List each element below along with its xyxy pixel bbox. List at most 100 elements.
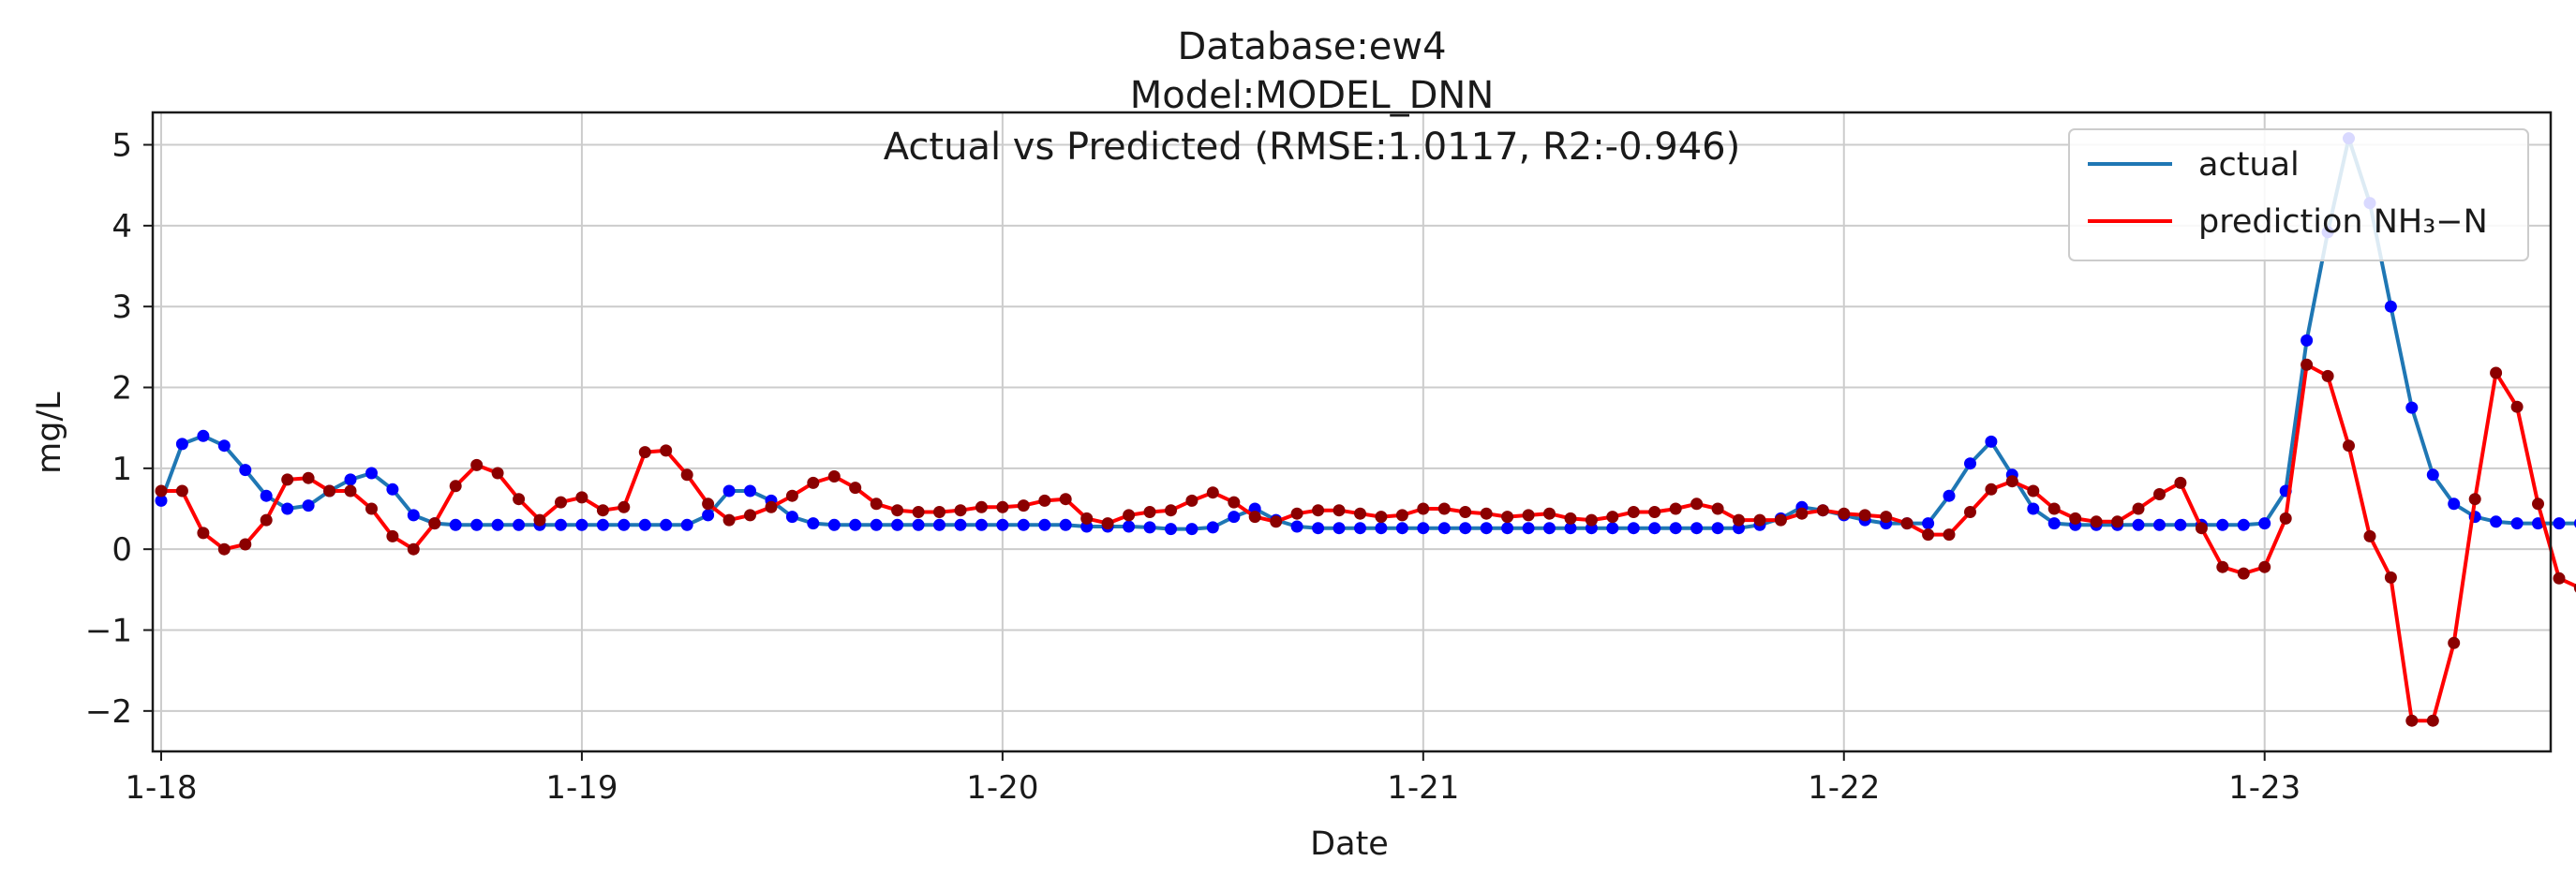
prediction-point xyxy=(744,509,756,522)
prediction-point xyxy=(2111,515,2124,528)
y-tick-label: −1 xyxy=(85,613,132,650)
prediction-point xyxy=(1816,504,1829,517)
prediction-point xyxy=(785,489,798,502)
prediction-point xyxy=(386,529,399,542)
prediction-point xyxy=(2069,512,2082,525)
prediction-point xyxy=(449,480,462,493)
actual-point xyxy=(1333,522,1346,535)
actual-point xyxy=(1480,522,1493,535)
actual-point xyxy=(702,509,715,522)
actual-point xyxy=(2301,334,2314,347)
prediction-point xyxy=(1165,504,1177,517)
prediction-point xyxy=(1922,528,1935,542)
actual-point xyxy=(2490,515,2503,528)
prediction-point xyxy=(849,482,862,495)
prediction-point xyxy=(1248,511,1261,524)
prediction-point xyxy=(2027,484,2040,497)
actual-point xyxy=(1564,522,1577,535)
prediction-point xyxy=(2153,488,2166,500)
actual-point xyxy=(513,518,526,531)
prediction-point xyxy=(344,484,357,497)
prediction-point xyxy=(975,500,988,513)
grid xyxy=(153,112,2551,751)
prediction-point xyxy=(1437,502,1451,515)
legend-label-prediction: prediction NH₃−N xyxy=(2198,203,2488,241)
x-tick-label: 1-22 xyxy=(1808,769,1880,807)
actual-point xyxy=(386,483,399,496)
actual-point xyxy=(1417,522,1430,535)
prediction-point xyxy=(407,542,420,556)
actual-point xyxy=(2258,517,2271,530)
prediction-point xyxy=(1690,497,1704,511)
actual-point xyxy=(1185,523,1199,536)
actual-point xyxy=(870,518,883,531)
prediction-point xyxy=(996,500,1009,513)
prediction-point xyxy=(1985,483,1998,496)
actual-point xyxy=(954,518,967,531)
actual-point xyxy=(1606,522,1619,535)
prediction-point xyxy=(1290,507,1303,520)
actual-point xyxy=(1627,522,1640,535)
prediction-point xyxy=(618,500,631,513)
prediction-point xyxy=(365,502,378,515)
prediction-point xyxy=(155,484,168,497)
prediction-point xyxy=(891,504,904,517)
prediction-point xyxy=(2216,560,2229,573)
actual-point xyxy=(1543,522,1556,535)
actual-point xyxy=(1711,522,1724,535)
actual-point xyxy=(1165,523,1177,536)
prediction-point xyxy=(575,491,588,504)
actual-point xyxy=(1437,522,1451,535)
chart-title-line-3: Actual vs Predicted (RMSE:1.0117, R2:-0.… xyxy=(884,126,1740,169)
prediction-point xyxy=(302,471,315,484)
chart-title-line-1: Database:ew4 xyxy=(1177,25,1446,68)
y-tick-label: −2 xyxy=(85,693,132,731)
prediction-point xyxy=(596,504,609,517)
prediction-point xyxy=(1838,507,1851,520)
prediction-point xyxy=(660,444,673,457)
x-tick-label: 1-23 xyxy=(2228,769,2301,807)
prediction-point xyxy=(175,484,188,497)
actual-point xyxy=(1648,522,1661,535)
prediction-point xyxy=(2490,366,2503,379)
actual-point xyxy=(260,489,273,502)
prediction-point xyxy=(2047,502,2061,515)
y-tick-label: 0 xyxy=(112,531,132,569)
actual-point xyxy=(1290,520,1303,533)
actual-point xyxy=(1354,522,1366,535)
prediction-point xyxy=(2405,714,2419,727)
actual-point xyxy=(217,439,231,453)
actual-point xyxy=(239,464,252,477)
prediction-point xyxy=(217,542,231,556)
prediction-point xyxy=(533,513,546,527)
actual-point xyxy=(1038,518,1051,531)
prediction-point xyxy=(954,504,967,517)
prediction-point xyxy=(470,458,484,471)
prediction-point xyxy=(1206,486,1219,499)
prediction-point xyxy=(2301,358,2314,371)
series-layer xyxy=(155,132,2576,727)
prediction-point xyxy=(428,517,441,530)
actual-point xyxy=(155,494,168,507)
prediction-point xyxy=(2321,369,2334,382)
prediction-point xyxy=(765,500,778,513)
legend: actual prediction NH₃−N xyxy=(2068,128,2529,261)
prediction-point xyxy=(1858,509,1871,522)
prediction-point xyxy=(1185,494,1199,507)
prediction-point xyxy=(1038,494,1051,507)
prediction-point xyxy=(1059,493,1072,506)
actual-point xyxy=(491,518,504,531)
actual-point xyxy=(807,517,820,530)
prediction-point xyxy=(1795,507,1809,520)
actual-point xyxy=(1143,521,1156,534)
prediction-point xyxy=(2237,567,2250,580)
actual-point xyxy=(407,509,420,522)
prediction-point xyxy=(2426,714,2439,727)
actual-point xyxy=(1522,522,1535,535)
actual-point xyxy=(849,518,862,531)
prediction-point xyxy=(2195,522,2208,535)
prediction-point xyxy=(2468,493,2481,506)
prediction-point xyxy=(1627,506,1640,518)
prediction-point xyxy=(1753,513,1766,527)
prediction-point xyxy=(1395,509,1408,522)
